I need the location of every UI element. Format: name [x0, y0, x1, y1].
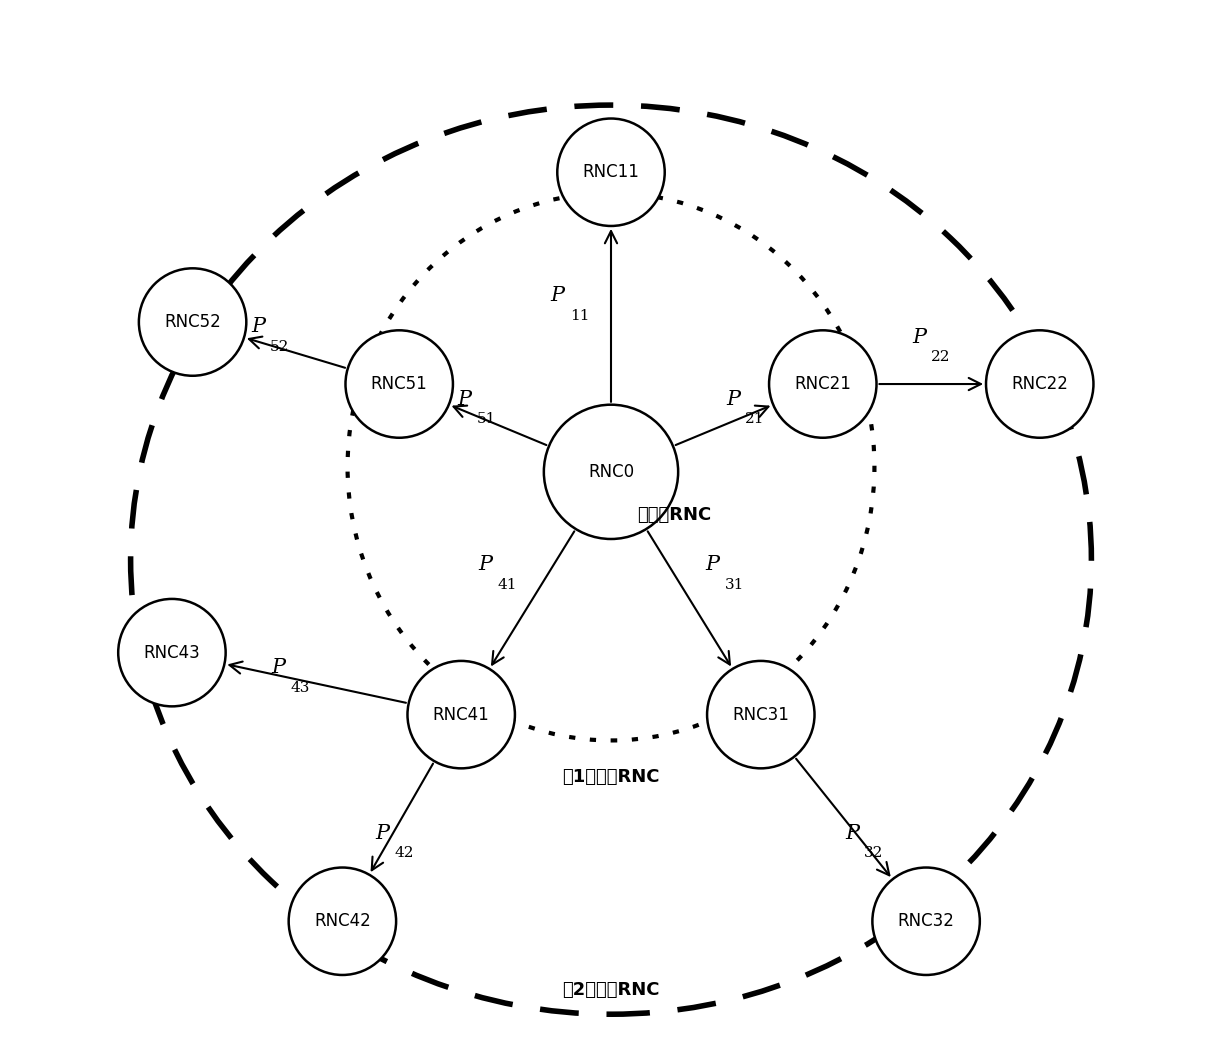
Text: P: P: [844, 824, 859, 843]
Text: RNC0: RNC0: [588, 463, 634, 481]
Text: RNC11: RNC11: [583, 163, 639, 181]
Circle shape: [346, 330, 453, 438]
Text: 31: 31: [725, 578, 744, 592]
Circle shape: [139, 268, 247, 376]
Text: RNC42: RNC42: [314, 912, 370, 930]
Text: P: P: [271, 659, 286, 677]
Text: 21: 21: [745, 413, 765, 426]
Text: RNC22: RNC22: [1012, 375, 1068, 393]
Circle shape: [544, 405, 678, 539]
Text: 42: 42: [393, 846, 413, 861]
Text: P: P: [550, 287, 565, 306]
Circle shape: [407, 661, 514, 768]
Text: RNC52: RNC52: [164, 313, 221, 331]
Text: P: P: [726, 389, 741, 408]
Circle shape: [119, 599, 226, 707]
Text: 第2级外围RNC: 第2级外围RNC: [562, 981, 660, 1000]
Circle shape: [557, 118, 665, 226]
Text: 11: 11: [569, 309, 589, 322]
Text: RNC51: RNC51: [370, 375, 428, 393]
Text: RNC31: RNC31: [732, 706, 789, 723]
Text: 43: 43: [291, 681, 310, 695]
Text: 第1级外围RNC: 第1级外围RNC: [562, 767, 660, 785]
Text: 52: 52: [270, 340, 290, 354]
Text: RNC32: RNC32: [898, 912, 954, 930]
Text: 32: 32: [864, 846, 884, 861]
Text: P: P: [457, 389, 472, 408]
Text: 族中心RNC: 族中心RNC: [637, 507, 711, 525]
Text: 51: 51: [477, 413, 496, 426]
Text: P: P: [912, 328, 926, 347]
Text: 22: 22: [931, 351, 951, 364]
Circle shape: [288, 868, 396, 975]
Circle shape: [986, 330, 1094, 438]
Text: RNC21: RNC21: [794, 375, 852, 393]
Text: RNC43: RNC43: [143, 644, 200, 662]
Circle shape: [708, 661, 815, 768]
Text: P: P: [375, 824, 389, 843]
Text: P: P: [478, 555, 492, 574]
Text: P: P: [251, 317, 265, 336]
Circle shape: [873, 868, 980, 975]
Text: RNC41: RNC41: [433, 706, 490, 723]
Circle shape: [769, 330, 876, 438]
Text: 41: 41: [497, 578, 517, 592]
Text: P: P: [705, 555, 720, 574]
